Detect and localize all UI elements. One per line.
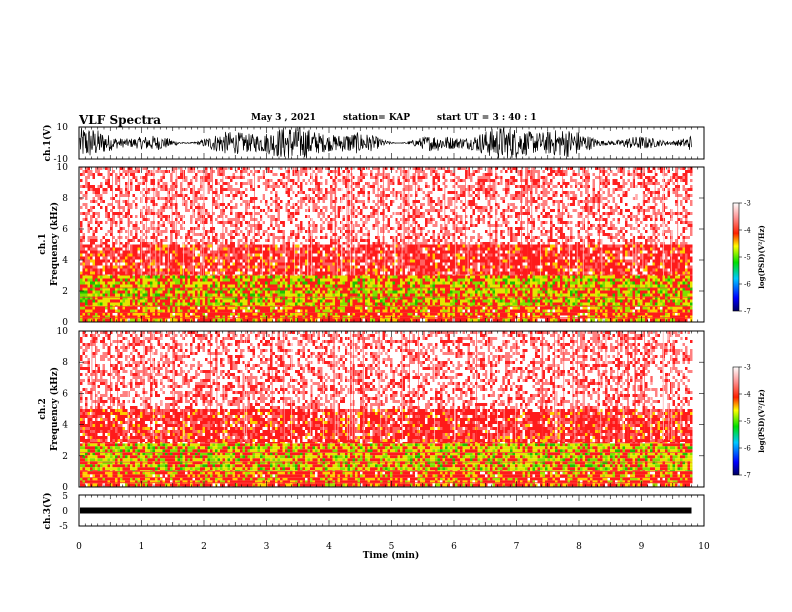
colorbar-tick-label: -4 <box>744 391 751 399</box>
waveform-ch1-trace <box>80 128 692 158</box>
x-axis-label: Time (min) <box>363 550 420 561</box>
colorbar-tick-label: -6 <box>744 281 751 289</box>
x-tick-label: 1 <box>139 542 145 552</box>
colorbar-tick-label: -3 <box>744 364 751 372</box>
colorbar-tick-label: -4 <box>744 227 751 235</box>
x-tick-label: 10 <box>698 542 710 552</box>
colorbar-ch2: -3 -4 -5 -6 -7 log(PSD)(V²/Hz) <box>733 364 766 480</box>
waveform-ch3-panel: 5 0 -5 ch.3(V) <box>42 492 704 532</box>
frequency-tick-label: 10 <box>57 327 69 337</box>
frequency-tick-label: 2 <box>62 287 68 297</box>
waveform-ch3-ylabel: ch.3(V) <box>42 493 53 530</box>
colorbar-tick-label: -5 <box>744 254 751 262</box>
spectrogram-ch1-ylabel-line1: ch.1 <box>38 233 48 254</box>
colorbar-tick-label: -7 <box>744 308 751 316</box>
spectrogram-ch2-ylabel-line2: Frequency (kHz) <box>49 367 60 451</box>
frequency-tick-label: 4 <box>62 421 68 431</box>
waveform-ch1-ylabel: ch.1(V) <box>42 125 53 162</box>
colorbar-tick-label: -5 <box>744 418 751 426</box>
colorbar-tick-label: -3 <box>744 200 751 208</box>
frequency-tick-label: 6 <box>62 389 68 399</box>
waveform-ch3-trace <box>80 508 692 514</box>
colorbar-ch2-label: log(PSD)(V²/Hz) <box>757 389 766 453</box>
frequency-tick-label: 4 <box>62 256 68 266</box>
x-tick-label: 7 <box>514 542 520 552</box>
x-tick-label: 8 <box>576 542 582 552</box>
x-tick-label: 6 <box>451 542 457 552</box>
waveform-ch1-panel: 10 -10 ch.1(V) <box>42 123 704 165</box>
frequency-tick-label: 8 <box>62 194 68 204</box>
frequency-tick-label: 6 <box>62 225 68 235</box>
x-tick-label: 3 <box>264 542 270 552</box>
x-tick-label: 0 <box>76 542 82 552</box>
waveform-ch3-ytick-top: 5 <box>62 492 68 502</box>
spectrogram-ch1-ylabel-line2: Frequency (kHz) <box>49 202 60 286</box>
x-tick-label: 4 <box>326 542 332 552</box>
spectrogram-ch2-ylabel-line1: ch.2 <box>38 398 48 419</box>
waveform-ch3-ytick-mid: 0 <box>62 507 68 517</box>
colorbar-ch1-label: log(PSD)(V²/Hz) <box>757 225 766 289</box>
frequency-tick-label: 8 <box>62 358 68 368</box>
x-tick-label: 9 <box>639 542 645 552</box>
frequency-tick-label: 2 <box>62 452 68 462</box>
waveform-ch1-ytick-top: 10 <box>57 123 69 133</box>
frequency-tick-label: 10 <box>57 163 69 173</box>
colorbar-tick-label: -6 <box>744 445 751 453</box>
waveform-ch3-ytick-bottom: -5 <box>59 522 68 532</box>
colorbar-ch1: -3 -4 -5 -6 -7 log(PSD)(V²/Hz) <box>733 200 766 316</box>
vlf-figure: 10 -10 ch.1(V) 0246810 ch.1 Frequency (k… <box>0 0 792 612</box>
colorbar-tick-label: -7 <box>744 472 751 480</box>
x-tick-label: 2 <box>201 542 207 552</box>
